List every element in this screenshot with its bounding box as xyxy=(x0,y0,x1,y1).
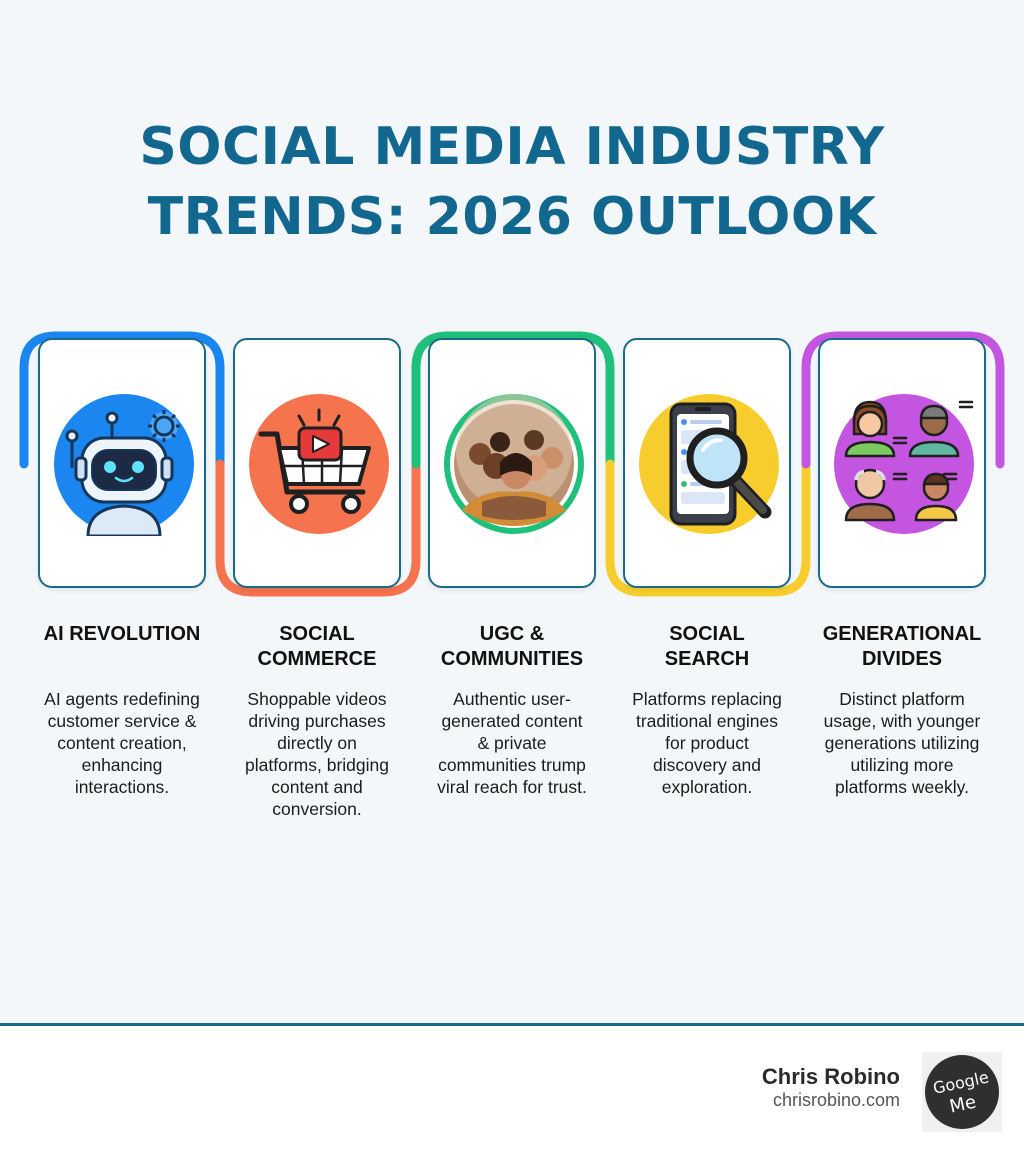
author-name: Chris Robino xyxy=(761,1064,900,1089)
card-generational-divides xyxy=(818,338,986,588)
trend-description-social-commerce: Shoppable videos driving purchases direc… xyxy=(245,689,389,819)
author-website-link[interactable]: chrisrobino.com xyxy=(772,1090,900,1110)
trend-description-ai-revolution: AI agents redefining customer service & … xyxy=(44,689,200,797)
google-me-badge-icon: Google Me xyxy=(922,1052,1002,1132)
page-title: SOCIAL MEDIA INDUSTRY TRENDS: 2026 OUTLO… xyxy=(0,112,1024,252)
phone-magnifier-icon xyxy=(637,392,781,536)
shopping-cart-play-icon xyxy=(247,392,391,536)
card-ugc-communities xyxy=(428,338,596,588)
trend-title-ai-revolution: AI REVOLUTION xyxy=(43,623,201,645)
card-social-search xyxy=(623,338,791,588)
robot-icon xyxy=(52,392,196,536)
trend-title-social-search: SOCIAL SEARCH xyxy=(664,623,750,670)
trend-description-generational-divides: Distinct platform usage, with younger ge… xyxy=(823,689,981,797)
generations-people-icon xyxy=(832,392,976,536)
card-social-commerce xyxy=(233,338,401,588)
title-line-1: SOCIAL MEDIA INDUSTRY xyxy=(139,117,885,177)
trend-description-ugc-communities: Authentic user- generated content & priv… xyxy=(437,689,587,797)
trend-title-generational-divides: GENERATIONAL DIVIDES xyxy=(822,623,982,670)
trend-description-social-search: Platforms replacing traditional engines … xyxy=(632,689,782,797)
trend-title-ugc-communities: UGC & COMMUNITIES xyxy=(440,623,584,670)
title-line-2: TRENDS: 2026 OUTLOOK xyxy=(147,187,877,247)
footer xyxy=(0,1026,1024,1154)
footer-divider xyxy=(0,1023,1024,1026)
trend-title-social-commerce: SOCIAL COMMERCE xyxy=(257,623,377,670)
card-ai-revolution xyxy=(38,338,206,588)
group-selfie-icon xyxy=(442,392,586,536)
